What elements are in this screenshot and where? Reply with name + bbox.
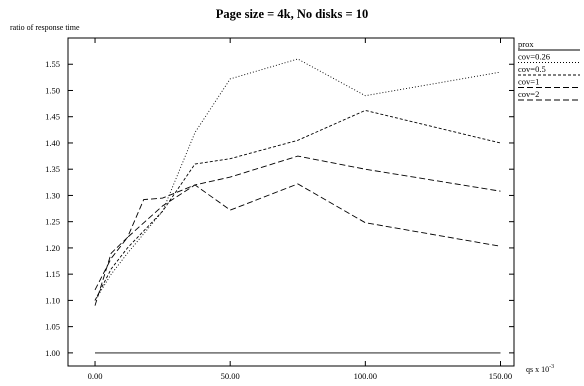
x-tick-label: 150.00 xyxy=(489,371,512,381)
y-tick-label: 1.20 xyxy=(45,243,60,253)
legend-label: cov=2 xyxy=(518,89,539,99)
y-tick-label: 1.50 xyxy=(45,85,60,95)
y-tick-label: 1.10 xyxy=(45,295,60,305)
y-tick-label: 1.40 xyxy=(45,138,60,148)
y-tick-label: 1.55 xyxy=(45,59,60,69)
x-axis-label-base: qs x 10 xyxy=(526,365,549,374)
x-axis-label-exponent: -3 xyxy=(549,364,554,370)
y-tick-label: 1.25 xyxy=(45,217,60,227)
x-tick-label: 100.00 xyxy=(354,371,377,381)
series-line-cov-2 xyxy=(94,183,501,306)
chart-title: Page size = 4k, No disks = 10 xyxy=(216,7,368,21)
x-axis-ticks: 0.00 50.00 100.00 150.00 xyxy=(88,38,512,381)
series-lines xyxy=(94,58,501,354)
legend-label: prox xyxy=(518,39,534,49)
x-axis-label: qs x 10-3 xyxy=(526,364,554,374)
y-tick-label: 1.35 xyxy=(45,164,60,174)
y-tick-label: 1.15 xyxy=(45,269,60,279)
legend-label: cov=0.5 xyxy=(518,64,546,74)
y-tick-label: 1.30 xyxy=(45,190,60,200)
series-line-cov-0-5 xyxy=(94,109,501,301)
x-tick-label: 50.00 xyxy=(221,371,240,381)
y-tick-label: 1.00 xyxy=(45,348,60,358)
series-line-cov-0-26 xyxy=(94,58,501,301)
y-tick-label: 1.05 xyxy=(45,322,60,332)
legend: prox cov=0.26 cov=0.5 cov=1 cov=2 xyxy=(518,39,580,101)
legend-label: cov=0.26 xyxy=(518,52,550,62)
y-tick-label: 1.45 xyxy=(45,112,60,122)
y-axis-ticks: 1.00 1.05 1.10 1.15 1.20 1.25 1.30 1.35 1.40 1.45… xyxy=(45,59,514,358)
legend-label: cov=1 xyxy=(518,77,539,87)
series-line-cov-1 xyxy=(94,155,501,291)
plot-frame xyxy=(67,37,515,367)
y-axis-label: ratio of response time xyxy=(10,23,80,32)
x-tick-label: 0.00 xyxy=(88,371,103,381)
